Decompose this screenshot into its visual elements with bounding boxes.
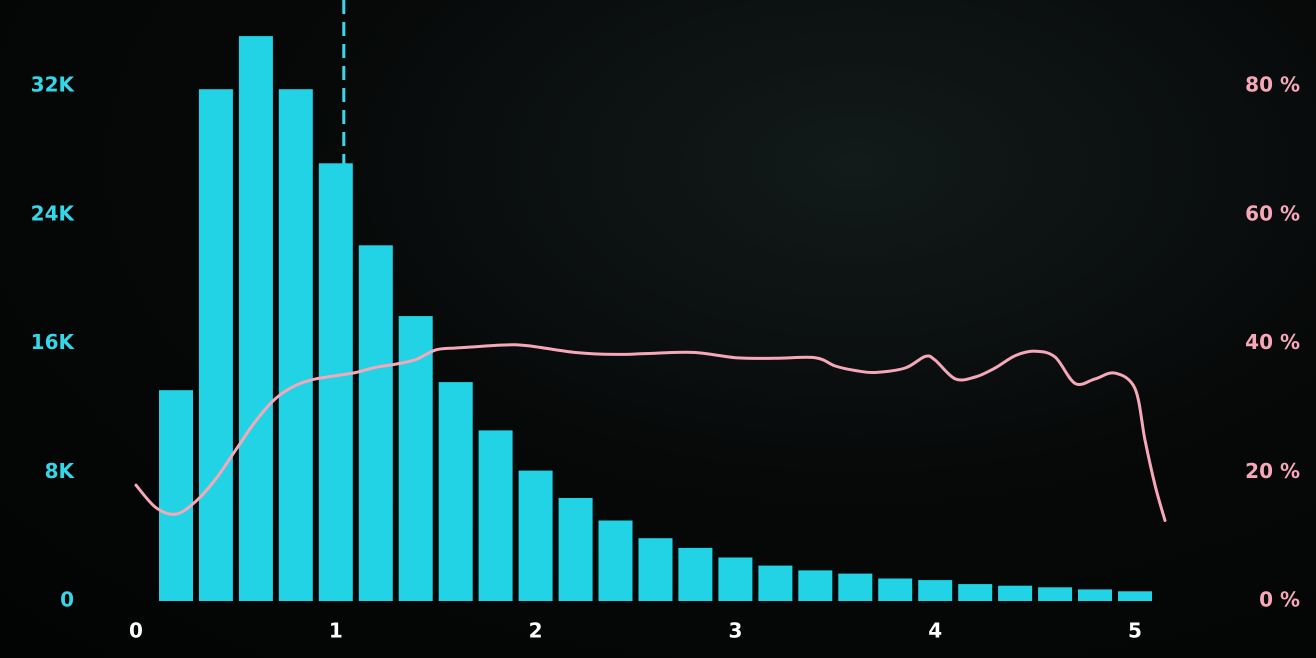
x-tick-label-5: 5: [1128, 619, 1142, 643]
y-tick-label-4: 32K: [31, 73, 76, 97]
bar-14: [718, 557, 753, 601]
x-tick-label-1: 1: [329, 619, 343, 643]
bar-9: [518, 470, 553, 601]
bar-4: [318, 163, 353, 602]
bar-24: [1118, 591, 1152, 601]
right-axis-ticks: 0 % 20 % 40 % 60 % 80 %: [1245, 73, 1300, 612]
x-tick-label-0: 0: [129, 619, 143, 643]
bar-16: [798, 570, 833, 601]
bar-23: [1078, 589, 1112, 601]
x-tick-label-3: 3: [728, 619, 742, 643]
y2-tick-label-1: 20 %: [1245, 459, 1300, 483]
bar-3: [278, 89, 313, 601]
bar-19: [918, 580, 953, 601]
y-tick-label-3: 24K: [31, 201, 76, 225]
bar-17: [838, 573, 873, 601]
bar-15: [758, 565, 793, 601]
bar-7: [438, 382, 473, 601]
x-tick-label-4: 4: [928, 619, 942, 643]
bar-5: [358, 245, 393, 602]
bar-8: [478, 430, 513, 601]
bars-layer: [159, 36, 1152, 602]
y-tick-label-0: 0: [60, 588, 74, 612]
bar-0: [159, 390, 193, 601]
y-tick-label-2: 16K: [31, 330, 76, 354]
bar-18: [878, 578, 913, 601]
bar-22: [1038, 587, 1073, 601]
y-tick-label-1: 8K: [45, 459, 76, 483]
ratio-line: [134, 343, 1167, 522]
y2-tick-label-0: 0 %: [1259, 588, 1300, 612]
left-axis-ticks: 0 8K 16K 24K 32K: [31, 73, 76, 612]
y2-tick-label-2: 40 %: [1245, 330, 1300, 354]
y2-tick-label-3: 60 %: [1245, 201, 1300, 225]
line-layer: [134, 343, 1167, 522]
x-axis-ticks: 0 1 2 3 4 5: [129, 619, 1142, 643]
x-tick-label-2: 2: [529, 619, 543, 643]
bar-2: [238, 36, 273, 602]
bar-10: [558, 498, 593, 601]
y2-tick-label-4: 80 %: [1245, 73, 1300, 97]
bar-12: [638, 538, 673, 601]
bar-20: [958, 584, 993, 601]
bar-13: [678, 547, 713, 601]
bar-11: [598, 520, 633, 601]
bar-21: [998, 585, 1033, 601]
bar-1: [198, 89, 233, 601]
